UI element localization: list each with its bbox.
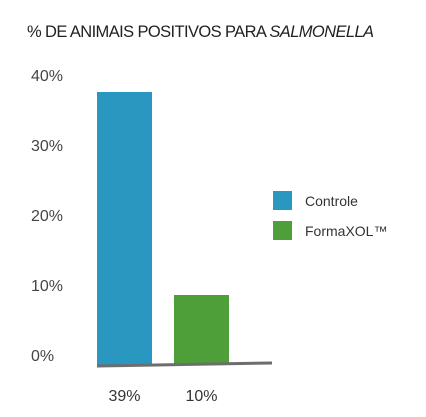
y-tick-label: 40%	[31, 68, 63, 85]
data-label: 39%	[108, 388, 140, 405]
data-labels: 39% 10%	[108, 388, 217, 405]
y-axis-ticks: 0% 10% 20% 30% 40%	[31, 68, 63, 365]
legend-label: FormaXOL™	[305, 223, 387, 239]
x-axis-line	[96, 361, 273, 368]
chart-title-main: % DE ANIMAIS POSITIVOS PARA	[27, 23, 270, 41]
chart-title: % DE ANIMAIS POSITIVOS PARA SALMONELLA	[27, 23, 374, 42]
legend-swatch	[273, 191, 292, 210]
legend: Controle FormaXOL™	[273, 191, 387, 240]
legend-swatch	[273, 221, 292, 240]
legend-label: Controle	[305, 193, 358, 209]
bars	[97, 92, 229, 365]
y-tick-label: 20%	[31, 208, 63, 225]
bar-formaxol	[174, 295, 229, 365]
y-tick-label: 30%	[31, 138, 63, 155]
chart-title-italic: SALMONELLA	[269, 23, 374, 41]
y-tick-label: 10%	[31, 278, 63, 295]
data-label: 10%	[185, 388, 217, 405]
y-tick-label: 0%	[31, 348, 54, 365]
bar-controle	[97, 92, 152, 365]
